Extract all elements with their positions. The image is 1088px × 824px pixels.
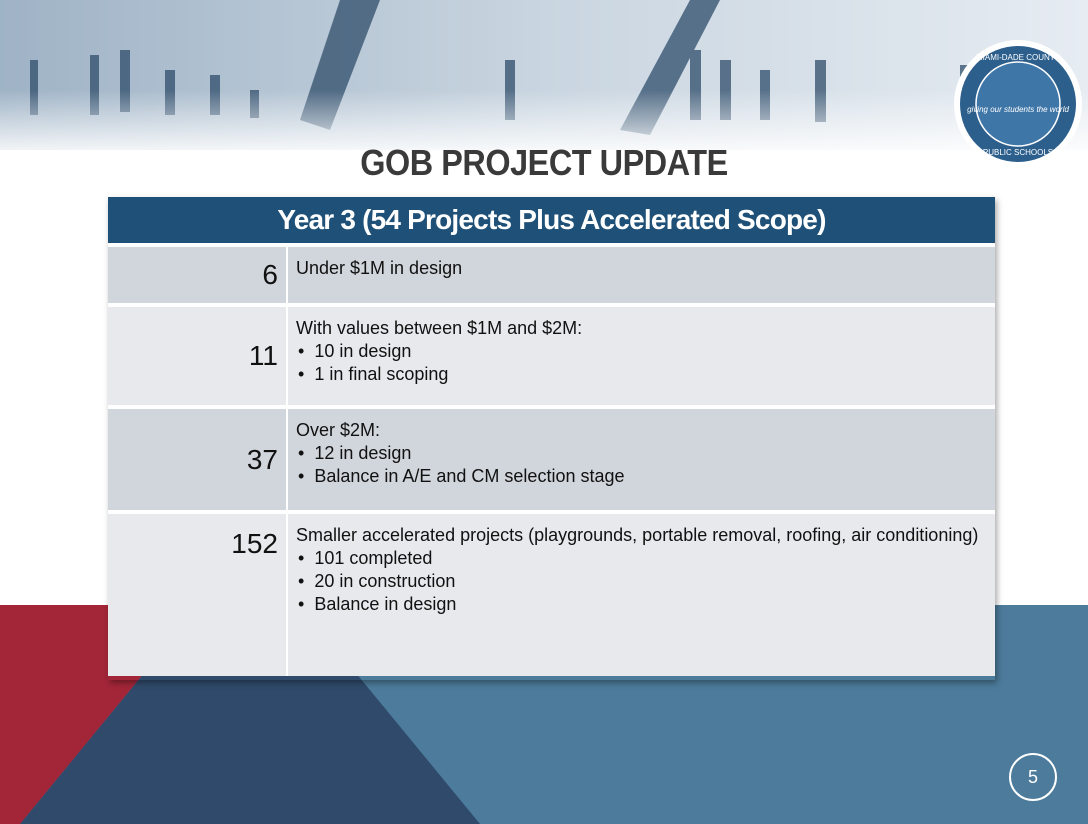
count: 37: [108, 409, 288, 510]
count: 6: [108, 247, 288, 303]
count: 11: [108, 307, 288, 405]
bullet-list: 12 in designBalance in A/E and CM select…: [296, 442, 987, 488]
bullet: 101 completed: [296, 547, 987, 570]
logo-motto: giving our students the world: [967, 105, 1069, 114]
description: Under $1M in design: [288, 247, 995, 303]
bullet-list: 101 completed20 in constructionBalance i…: [296, 547, 987, 616]
bullet: 10 in design: [296, 340, 987, 363]
count: 152: [108, 514, 288, 676]
description: Smaller accelerated projects (playground…: [288, 514, 995, 676]
bullet: 12 in design: [296, 442, 987, 465]
table-body: 6 Under $1M in design 11 With values betwee…: [108, 247, 995, 676]
bullet: Balance in design: [296, 593, 987, 616]
logo-top: MIAMI-DADE COUNTY: [976, 53, 1061, 62]
table-header: Year 3 (54 Projects Plus Accelerated Sco…: [108, 197, 995, 243]
description-text: Under $1M in design: [296, 258, 463, 278]
page-number: 5: [1009, 753, 1057, 801]
bullet: 1 in final scoping: [296, 363, 987, 386]
description-text: Smaller accelerated projects (playground…: [296, 525, 979, 545]
description-text: Over $2M:: [296, 420, 381, 440]
description-text: With values between $1M and $2M:: [296, 318, 583, 338]
bullet: 20 in construction: [296, 570, 987, 593]
logo: MIAMI-DADE COUNTY giving our students th…: [954, 40, 1082, 168]
bullet: Balance in A/E and CM selection stage: [296, 465, 987, 488]
navy-shape: [20, 605, 480, 824]
table: Year 3 (54 Projects Plus Accelerated Sco…: [108, 197, 995, 680]
slide-title: GOB PROJECT UPDATE: [360, 142, 728, 183]
description: With values between $1M and $2M:10 in de…: [288, 307, 995, 405]
logo-bottom: PUBLIC SCHOOLS: [983, 148, 1053, 157]
table-row: 6 Under $1M in design: [108, 247, 995, 303]
description: Over $2M:12 in designBalance in A/E and …: [288, 409, 995, 510]
table-row: 152 Smaller accelerated projects (playgro…: [108, 514, 995, 676]
